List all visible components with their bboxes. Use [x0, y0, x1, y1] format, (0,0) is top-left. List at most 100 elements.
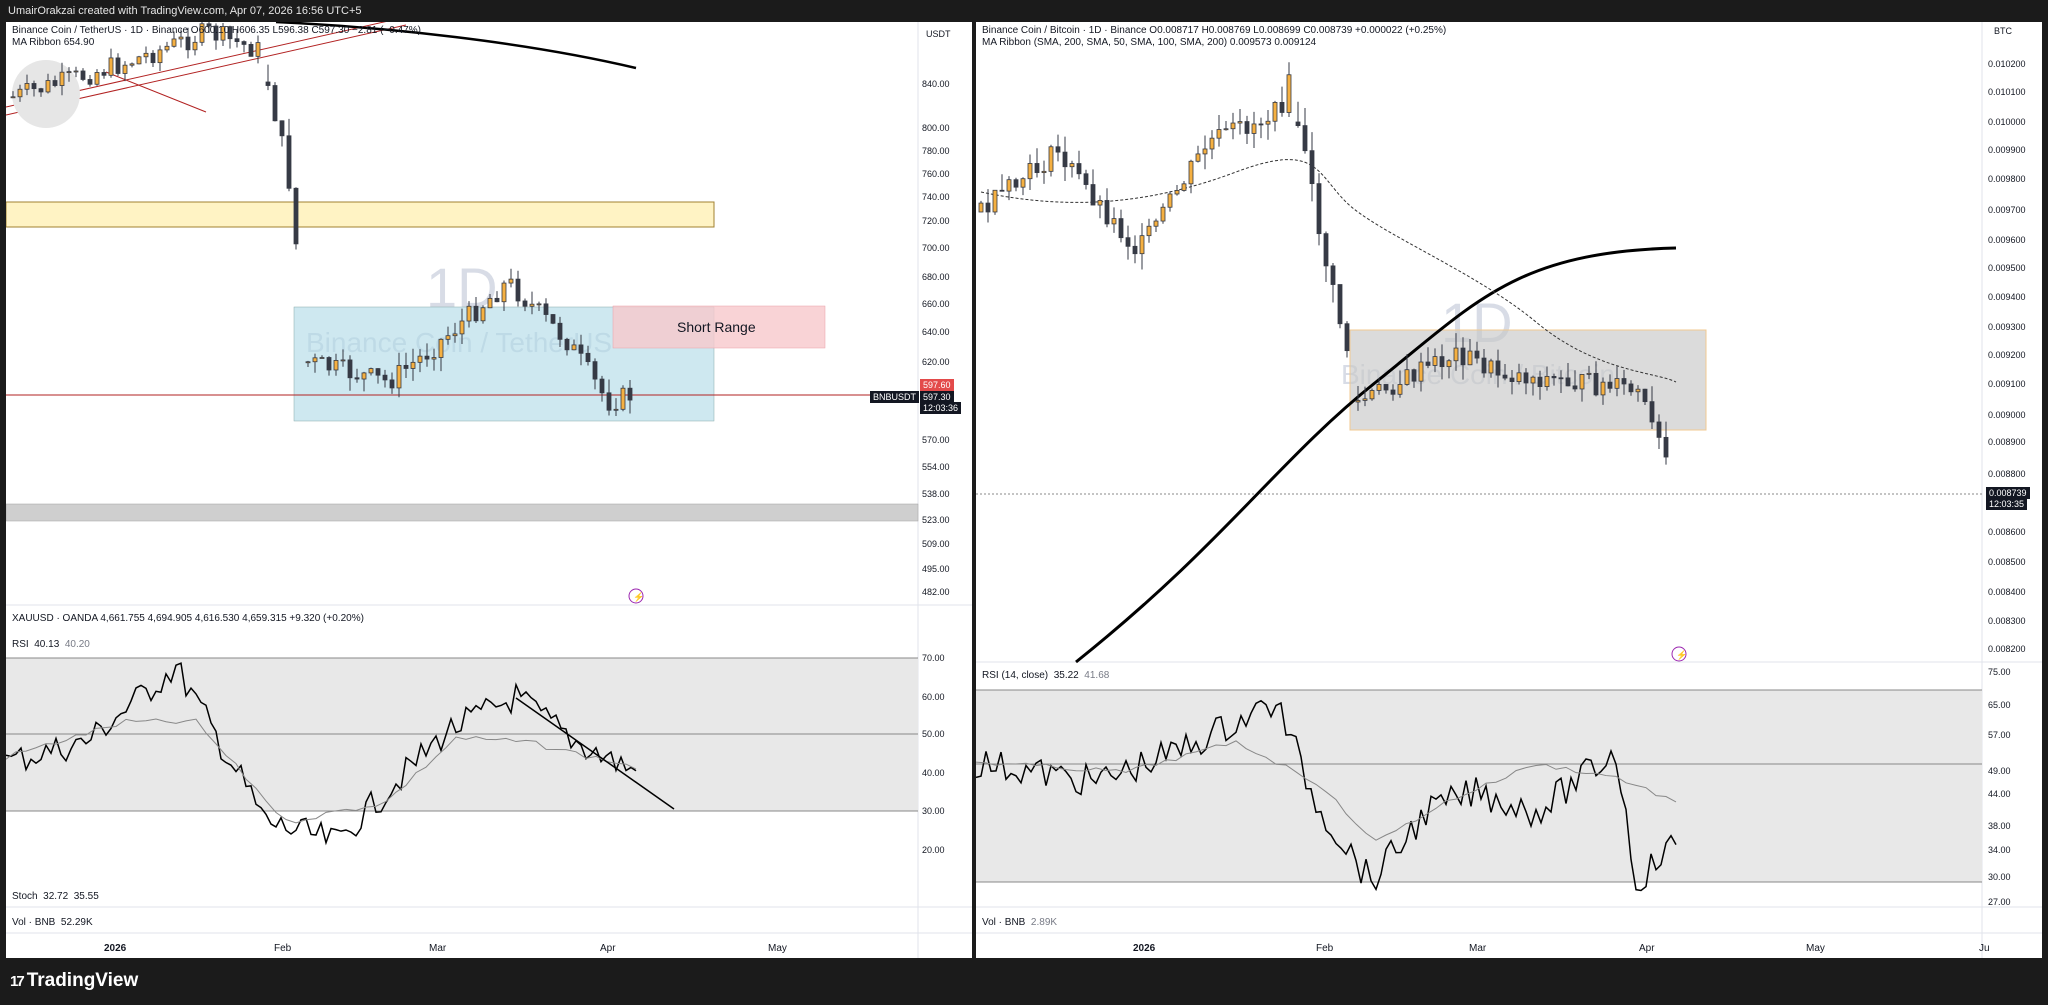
right-range-candle-body	[1355, 400, 1361, 403]
right-price-tick: 0.009200	[1988, 350, 2026, 360]
right-pre-candle-body	[1286, 74, 1292, 113]
right-vol-label: Vol · BNB	[982, 917, 1026, 928]
left-range-candle-body	[606, 392, 612, 411]
left-range-candle-body	[389, 379, 395, 389]
left-rsi-tick: 40.00	[922, 768, 945, 778]
left-pre-candle-body	[87, 79, 93, 85]
right-pre-candle-body	[1167, 193, 1173, 208]
left-rsi-tick: 20.00	[922, 845, 945, 855]
right-range-candle-body	[1446, 360, 1452, 368]
left-price-tick: 660.00	[922, 299, 950, 309]
left-range-candle-body	[515, 278, 521, 302]
left-time-tick: Apr	[600, 943, 616, 954]
left-pre-candle-body	[94, 72, 100, 85]
right-range-candle-body	[1383, 384, 1389, 391]
left-range-candle-body	[627, 387, 633, 401]
right-pre-candle-body	[1258, 123, 1264, 126]
xau-info: XAUUSD · OANDA 4,661.755 4,694.905 4,616…	[12, 613, 364, 624]
left-pre-candle-body	[192, 41, 198, 51]
right-pre-candle-body	[1006, 179, 1012, 192]
left-chart-canvas[interactable]: 1DBinance Coin / TetherUSShort Range840.…	[6, 22, 972, 958]
rsi-label: RSI	[12, 639, 29, 650]
right-pre-candle-body	[1265, 120, 1271, 125]
left-price-tick: 495.00	[922, 564, 950, 574]
left-pre-candle-body	[17, 88, 23, 98]
stoch-k: 32.72	[43, 891, 69, 902]
right-drop-candle-body	[1330, 265, 1336, 285]
right-price-tick: 0.009600	[1988, 235, 2026, 245]
left-pre-candle-body	[73, 70, 79, 73]
right-price-tick: 0.009800	[1988, 174, 2026, 184]
left-pre-candle-body	[241, 41, 247, 45]
left-pre-candle-body	[66, 71, 72, 74]
right-pre-candle-body	[1209, 137, 1215, 150]
right-pre-candle-body	[1244, 121, 1250, 134]
left-range-candle-body	[501, 282, 507, 303]
right-range-candle-body	[1607, 381, 1613, 389]
right-rsi-tick: 30.00	[1988, 872, 2011, 882]
left-price-tick: 720.00	[922, 216, 950, 226]
lightning-glyph: ⚡	[1676, 649, 1687, 661]
left-price-tick: 554.00	[922, 462, 950, 472]
tradingview-logo[interactable]: 17 TradingView	[10, 970, 138, 992]
right-range-candle-body	[1621, 378, 1627, 385]
right-drop-candle-body	[1323, 233, 1329, 267]
right-range-candle-body	[1418, 361, 1424, 382]
right-chart-panel[interactable]: 1DBinance Coin / Bitcoin0.0102000.010100…	[976, 22, 2042, 958]
right-pre-candle-body	[1139, 235, 1145, 255]
supply-zone	[6, 201, 715, 228]
right-range-candle-body	[1565, 377, 1571, 387]
right-vol-legend: Vol · BNB 2.89K	[982, 917, 1057, 928]
right-rsi-tick: 38.00	[1988, 821, 2011, 831]
right-chart-canvas[interactable]: 1DBinance Coin / Bitcoin0.0102000.010100…	[976, 22, 2042, 958]
right-drop-candle-body	[1344, 323, 1350, 352]
left-chart-panel[interactable]: 1DBinance Coin / TetherUSShort Range840.…	[6, 22, 972, 958]
right-rsi-tick: 27.00	[1988, 897, 2011, 907]
left-range-candle-body	[564, 338, 570, 351]
left-time-tick: Feb	[274, 943, 292, 954]
right-range-candle-body	[1642, 388, 1648, 403]
left-range-candle-body	[620, 387, 626, 410]
right-price-tick: 0.008800	[1988, 469, 2026, 479]
right-range-candle-body	[1460, 347, 1466, 366]
left-pre-candle-body	[150, 52, 156, 64]
right-price-tick: 0.008900	[1988, 437, 2026, 447]
right-pre-candle-body	[1132, 245, 1138, 255]
right-drop-candle-body	[1302, 125, 1308, 152]
lightning-icon	[1671, 646, 1687, 662]
right-range-candle-body	[1635, 388, 1641, 393]
right-price-tick: 0.010200	[1988, 59, 2026, 69]
left-price-tick: 509.00	[922, 539, 950, 549]
red-price-label: 597.60	[920, 379, 954, 391]
left-rsi-tick: 60.00	[922, 692, 945, 702]
right-range-candle-body	[1523, 372, 1529, 384]
right-rsi-tick: 34.00	[1988, 845, 2011, 855]
left-currency-label[interactable]: USDT	[926, 29, 951, 39]
left-ma-ribbon: MA Ribbon 654.90	[12, 37, 95, 48]
right-rsi-band	[976, 690, 1982, 882]
right-pre-candle-body	[1027, 163, 1033, 180]
left-price-tick: 780.00	[922, 146, 950, 156]
left-range-candle-body	[375, 368, 381, 376]
right-vol-value: 2.89K	[1030, 917, 1058, 928]
left-price-tick: 570.00	[922, 435, 950, 445]
left-range-candle-body	[333, 359, 339, 371]
left-pre-candle-body	[24, 83, 30, 90]
right-time-tick: Apr	[1639, 943, 1655, 954]
right-drop-candle-body	[1309, 150, 1315, 185]
left-pre-candle-body	[52, 80, 58, 86]
right-range-candle-body	[1369, 390, 1375, 400]
left-range-candle-body	[592, 361, 598, 380]
right-rsi-ma-value: 41.68	[1084, 670, 1110, 681]
left-pre-candle-body	[255, 42, 261, 57]
stoch-d: 35.55	[73, 891, 99, 902]
right-rsi-tick: 57.00	[1988, 730, 2011, 740]
right-range-candle-body	[1614, 378, 1620, 389]
right-price-tick: 0.009300	[1988, 322, 2026, 332]
lightning-icon	[628, 588, 644, 604]
left-rsi-legend: RSI 40.13 40.20	[12, 639, 90, 650]
right-currency-label[interactable]: BTC	[1994, 26, 2012, 36]
left-range-candle-body	[368, 368, 374, 374]
left-range-candle-body	[571, 344, 577, 351]
left-pre-candle-body	[171, 38, 177, 47]
